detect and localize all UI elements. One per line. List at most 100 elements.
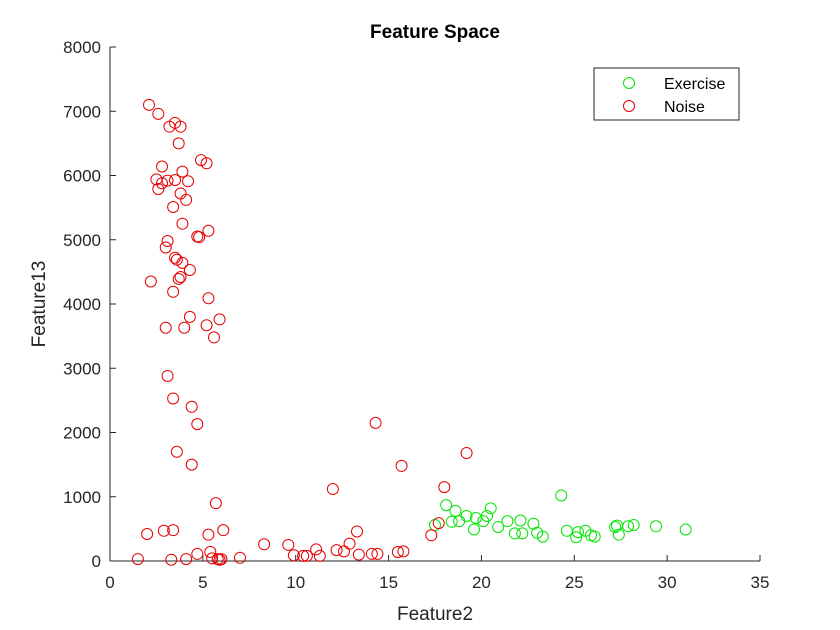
noise-point [195,154,207,167]
noise-point [174,120,187,133]
noise-point [234,551,246,564]
noise-point [174,271,187,284]
noise-point [202,224,215,237]
noise-point [157,524,170,537]
noise-point [193,231,206,244]
noise-point [183,263,196,276]
exercise-point [679,523,692,536]
x-axis-label: Feature2 [397,604,473,625]
exercise-point [508,527,521,540]
y-tick-label: 8000 [63,38,101,57]
x-tick-label: 0 [105,573,114,592]
noise-point [330,544,343,557]
noise-point [161,235,174,248]
noise-point [432,517,445,530]
y-tick-label: 5000 [63,231,101,250]
x-tick-label: 15 [379,573,398,592]
noise-point [161,174,174,187]
exercise-point [492,520,505,533]
exercise-point [622,520,635,533]
noise-point [213,313,226,326]
noise-point [191,547,204,560]
x-tick-label: 20 [472,573,491,592]
exercise-point [609,520,622,533]
y-axis-label: Feature13 [29,261,50,348]
noise-point [300,549,313,562]
noise-point [209,497,222,510]
noise-point [172,272,185,285]
noise-point [313,549,326,562]
exercise-point [445,515,458,528]
noise-point [172,137,185,150]
exercise-point [484,502,497,515]
noise-point [343,537,356,550]
exercise-point [440,499,453,512]
legend-entry-label: Exercise [664,76,725,93]
noise-point [208,331,220,344]
noise-point [202,292,215,305]
noise-point [156,160,168,173]
noise-point [176,256,189,269]
noise-point [297,549,310,562]
noise-point [178,321,191,334]
noise-point [161,369,174,382]
noise-point [217,524,230,537]
noise-point [282,538,295,551]
noise-point [369,416,382,429]
noise-point [167,285,180,298]
exercise-point [449,504,462,517]
noise-point [141,528,154,541]
exercise-point [572,526,584,539]
noise-point [425,529,438,542]
noise-point [397,545,410,558]
noise-point [365,547,378,560]
noise-point [165,553,178,566]
noise-point [167,524,180,537]
exercise-legend-marker [623,77,635,89]
noise-point [258,538,271,551]
exercise-point [460,510,473,523]
noise-point [352,548,365,561]
exercise-point [612,528,625,541]
noise-point [391,546,404,559]
exercise-point [627,519,640,532]
noise-point [395,459,408,472]
noise-point [460,447,473,460]
axes: 0 5 10 15 20 25 30 35 0 1000 2000 3000 4000 5000 6000 7… [63,38,769,592]
noise-point [143,98,155,111]
noise-point [326,483,339,496]
exercise-point [555,489,568,502]
y-tick-label: 2000 [63,424,101,443]
noise-point [176,217,189,230]
exercise-point [516,527,529,540]
noise-point [438,481,451,494]
noise-point [156,177,168,190]
exercise-point [570,531,583,544]
legend-box [593,67,740,121]
noise-point [180,193,193,206]
noise-point [200,319,213,332]
noise-point [159,241,172,254]
noise-point [169,173,181,186]
y-tick-label: 0 [92,552,101,571]
x-tick-label: 10 [286,573,305,592]
exercise-point [468,523,480,536]
data-points [131,98,692,566]
x-tick-label: 30 [658,573,677,592]
noise-point [191,418,204,431]
y-tick-label: 1000 [63,488,101,507]
y-tick-label: 4000 [63,295,101,314]
x-tick-label: 35 [751,573,770,592]
noise-point [152,107,165,120]
chart-title: Feature Space [370,22,500,43]
noise-point [310,543,323,556]
noise-point [176,165,189,178]
y-tick-label: 6000 [63,167,101,186]
legend-entry-label: Noise [664,99,705,116]
noise-point [371,547,384,560]
noise-point [200,157,213,170]
noise-point [180,553,193,566]
x-tick-label: 25 [565,573,584,592]
noise-point [144,275,157,288]
